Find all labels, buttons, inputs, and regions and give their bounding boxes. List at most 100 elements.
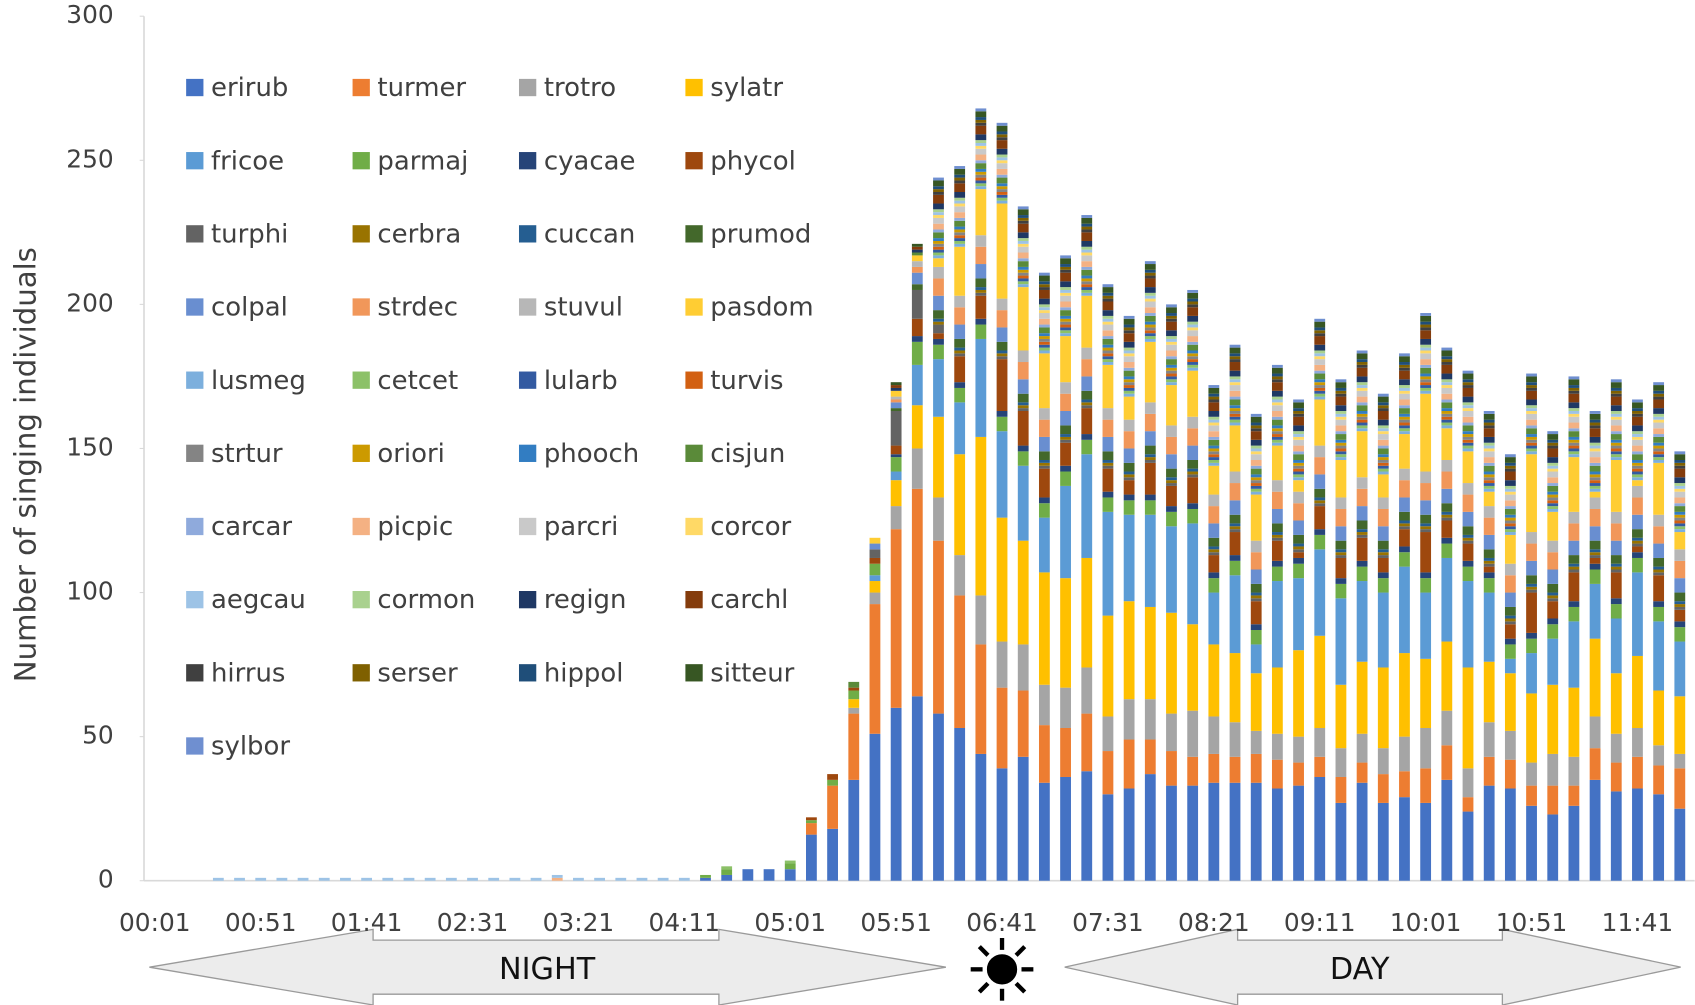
bar-segment: [933, 278, 944, 296]
bar-segment: [1314, 382, 1326, 386]
bar-segment: [1674, 483, 1686, 486]
bar-segment: [869, 543, 881, 550]
bar-segment: [1441, 408, 1453, 412]
bar-segment: [1356, 413, 1368, 417]
bar-segment: [1335, 802, 1347, 881]
bar-segment: [933, 177, 944, 181]
legend-swatch: [518, 225, 537, 243]
bar-segment: [1526, 385, 1537, 388]
bar-segment: [1504, 523, 1516, 527]
bar-segment: [933, 229, 944, 233]
bar-segment: [1653, 454, 1665, 458]
bar-segment: [1314, 379, 1326, 383]
bar-segment: [1356, 520, 1368, 530]
bar-segment: [806, 823, 817, 835]
bar-segment: [1081, 284, 1093, 288]
bar-segment: [1504, 517, 1516, 521]
bar-segment: [1589, 428, 1601, 437]
bar-segment: [1144, 402, 1156, 414]
bar-segment: [1229, 529, 1241, 533]
bar-segment: [1462, 416, 1474, 423]
bar-segment: [1377, 393, 1389, 397]
bar-segment: [933, 215, 944, 218]
bar-segment: [1187, 298, 1199, 302]
bar-segment: [1166, 330, 1177, 337]
bar-segment: [1335, 425, 1347, 432]
bar-segment: [1166, 511, 1177, 527]
bar-segment: [1610, 618, 1622, 674]
bar-segment: [1123, 362, 1135, 368]
legend-swatch: [352, 517, 370, 536]
bar-segment: [848, 707, 860, 714]
bar-segment: [1632, 477, 1643, 481]
bar-segment: [1017, 243, 1029, 247]
bar-segment: [1144, 462, 1156, 495]
bar-segment: [1208, 385, 1220, 388]
bar-segment: [869, 537, 881, 544]
bar-segment: [1017, 272, 1029, 276]
bar-segment: [1632, 756, 1643, 789]
bar-segment: [1526, 583, 1537, 587]
legend-label: colpal: [211, 293, 288, 323]
bar-segment: [1250, 592, 1262, 596]
bar-segment: [1144, 514, 1156, 607]
legend-swatch: [352, 371, 370, 389]
bar-segment: [1335, 396, 1347, 406]
bar-segment: [1250, 480, 1262, 484]
bar-segment: [911, 289, 923, 319]
bar-segment: [1632, 471, 1643, 475]
bar-segment: [1356, 661, 1368, 734]
bar-segment: [1017, 246, 1029, 253]
x-tick-label: 02:31: [437, 908, 509, 937]
bar-segment: [1483, 517, 1495, 535]
bar-segment: [1610, 439, 1622, 443]
bar-segment: [1610, 459, 1622, 512]
bar-segment: [1081, 667, 1093, 714]
bar-segment: [1568, 411, 1580, 414]
bar-segment: [890, 457, 902, 472]
bar-segment: [1271, 416, 1283, 420]
bar-segment: [1632, 497, 1643, 515]
bar-segment: [1483, 448, 1495, 452]
bar-segment: [1610, 434, 1622, 440]
bar-segment: [1038, 324, 1050, 328]
bar-segment: [721, 869, 733, 875]
bar-segment: [1526, 575, 1537, 584]
bar-segment: [848, 713, 860, 780]
bar-segment: [911, 696, 923, 881]
bar-segment: [996, 310, 1008, 328]
bar-segment: [1229, 523, 1241, 527]
legend-swatch: [186, 737, 204, 755]
bar-segment: [1610, 416, 1622, 420]
bar-segment: [1589, 748, 1601, 780]
bar-segment: [1610, 791, 1622, 881]
bar-segment: [1081, 359, 1093, 377]
bar-segment: [1038, 318, 1050, 325]
bar-segment: [1250, 477, 1262, 481]
bar-segment: [1038, 517, 1050, 573]
bar-segment: [1377, 445, 1389, 449]
bar-segment: [1271, 445, 1283, 481]
bar-segment: [1038, 281, 1050, 285]
bar-segment: [742, 869, 754, 881]
bar-segment: [1526, 390, 1537, 400]
bar-segment: [1589, 471, 1601, 475]
bar-segment: [1229, 483, 1241, 501]
bar-segment: [1102, 292, 1114, 296]
bar-segment: [784, 869, 796, 881]
bar-segment: [1187, 344, 1199, 351]
bar-segment: [1526, 653, 1537, 694]
bar-segment: [1441, 471, 1453, 489]
bar-segment: [1526, 399, 1537, 406]
bar-segment: [1526, 413, 1537, 420]
bar-segment: [869, 549, 881, 558]
bar-segment: [424, 877, 436, 881]
bar-segment: [1293, 439, 1304, 446]
bar-segment: [1314, 359, 1326, 365]
bar-segment: [996, 177, 1008, 184]
bar-segment: [1547, 569, 1559, 584]
legend-label: cetcet: [377, 366, 458, 396]
x-tick-label: 05:51: [860, 908, 932, 937]
bar-segment: [1632, 572, 1643, 656]
